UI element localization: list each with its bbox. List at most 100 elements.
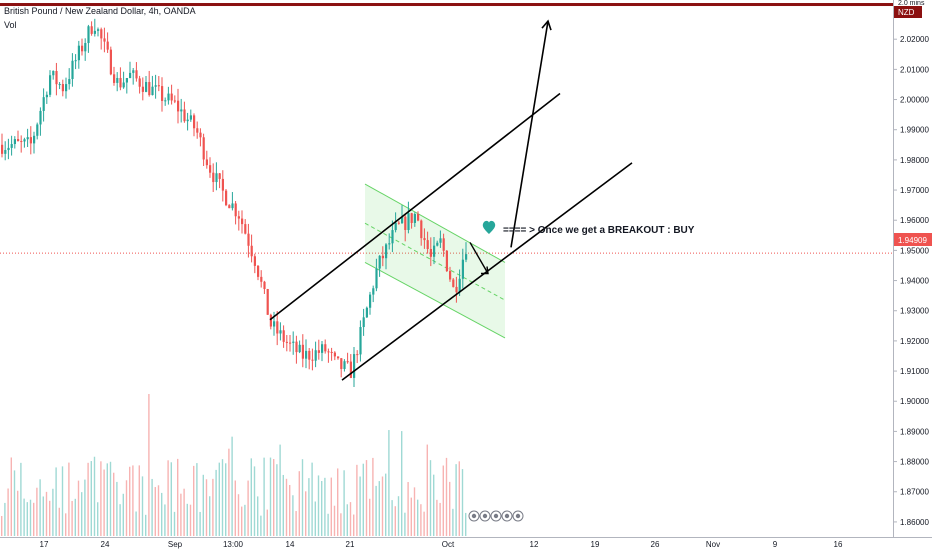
- candle-body: [183, 109, 186, 122]
- candle-body: [273, 321, 276, 327]
- news-icon[interactable]: [468, 510, 480, 522]
- volume-bar: [122, 493, 124, 536]
- volume-bar: [311, 462, 313, 536]
- volume-bar: [407, 482, 409, 536]
- news-icon[interactable]: [512, 510, 524, 522]
- candle-body: [97, 29, 100, 31]
- candle-body: [426, 240, 429, 249]
- volume-bar: [452, 508, 454, 536]
- candle-body: [132, 70, 135, 73]
- volume-bar: [145, 514, 147, 536]
- candle-body: [279, 330, 282, 334]
- x-tick-label: Sep: [168, 540, 183, 549]
- candle-body: [407, 213, 410, 230]
- flag-lower-line: [364, 262, 506, 339]
- candle-body: [385, 244, 388, 259]
- candle-body: [10, 144, 13, 148]
- volume-bar: [173, 511, 176, 536]
- volume-bar: [465, 512, 467, 536]
- candle-body: [154, 85, 157, 87]
- candle-body: [330, 351, 333, 353]
- candle-body: [167, 93, 170, 101]
- candle-body: [461, 259, 464, 279]
- news-icon[interactable]: [479, 510, 491, 522]
- volume-bar: [199, 511, 201, 536]
- volume-bar: [202, 474, 204, 536]
- candle-body: [177, 100, 180, 112]
- volume-bar: [359, 476, 361, 536]
- volume-bar: [378, 481, 380, 536]
- volume-bar: [90, 461, 92, 536]
- volume-bar: [241, 506, 243, 536]
- candle-body: [413, 214, 416, 223]
- y-tick-label: 1.92000: [900, 337, 929, 346]
- candle-body: [77, 45, 80, 61]
- volume-bar: [138, 465, 140, 536]
- candle-body: [420, 220, 423, 239]
- candle-body: [266, 288, 269, 315]
- volume-bar: [388, 430, 390, 536]
- candle-body: [241, 218, 244, 225]
- currency-badge[interactable]: NZD 7: [894, 6, 928, 18]
- volume-bar: [365, 460, 368, 536]
- candle-body: [439, 238, 442, 243]
- volume-bar: [372, 457, 374, 536]
- candle-body: [186, 119, 189, 122]
- volume-bar: [289, 484, 291, 536]
- candle-body: [113, 74, 116, 83]
- volume-bar: [151, 478, 153, 536]
- volume-bar: [285, 478, 288, 536]
- candles: [1, 18, 468, 387]
- volume-bar: [1, 515, 3, 536]
- candle-body: [68, 79, 71, 85]
- volume-bar: [266, 509, 268, 536]
- chart-title: British Pound / New Zealand Dollar, 4h, …: [4, 6, 196, 16]
- candle-body: [202, 137, 205, 160]
- volume-bar: [340, 513, 342, 536]
- flag-mid-line: [364, 222, 506, 301]
- volume-bar: [23, 498, 25, 536]
- candle-body: [378, 255, 381, 269]
- candle-body: [135, 70, 138, 79]
- news-icon[interactable]: [501, 510, 513, 522]
- price-axis: [893, 0, 932, 550]
- volume-bar: [161, 492, 163, 536]
- candle-body: [55, 70, 58, 85]
- volume-bar: [71, 500, 73, 536]
- candle-body: [455, 286, 458, 293]
- candle-body: [49, 75, 52, 95]
- candle-body: [71, 60, 74, 80]
- candle-body: [1, 144, 4, 154]
- candle-body: [311, 359, 314, 361]
- candle-body: [106, 41, 109, 50]
- volume-bar: [397, 496, 400, 536]
- candle-body: [164, 100, 167, 102]
- volume-bar: [449, 481, 451, 536]
- news-icon[interactable]: [490, 510, 502, 522]
- candle-body: [209, 165, 212, 173]
- resistance-line: [0, 3, 893, 7]
- volume-bar: [77, 480, 80, 536]
- candle-body: [231, 203, 234, 209]
- volume-bar: [420, 504, 422, 536]
- volume-bar: [426, 444, 428, 536]
- y-tick-label: 1.86000: [900, 518, 929, 527]
- candle-body: [343, 361, 346, 369]
- volume-bar: [33, 502, 35, 536]
- volume-bar: [369, 498, 371, 536]
- volume-bar: [308, 478, 310, 536]
- candle-body: [247, 233, 250, 246]
- volume-bar: [116, 481, 118, 536]
- flag-channel: [364, 183, 506, 339]
- candle-body: [84, 43, 87, 52]
- heart-icon: [482, 220, 496, 234]
- candle-body: [381, 255, 384, 259]
- volume-bar: [58, 507, 60, 536]
- y-tick-label: 1.88000: [900, 458, 929, 467]
- volume-bar: [180, 493, 182, 536]
- volume-bar: [231, 436, 233, 536]
- pullback-arrow-line: [469, 242, 489, 274]
- volume-bar: [218, 462, 220, 536]
- volume-bar: [343, 470, 345, 536]
